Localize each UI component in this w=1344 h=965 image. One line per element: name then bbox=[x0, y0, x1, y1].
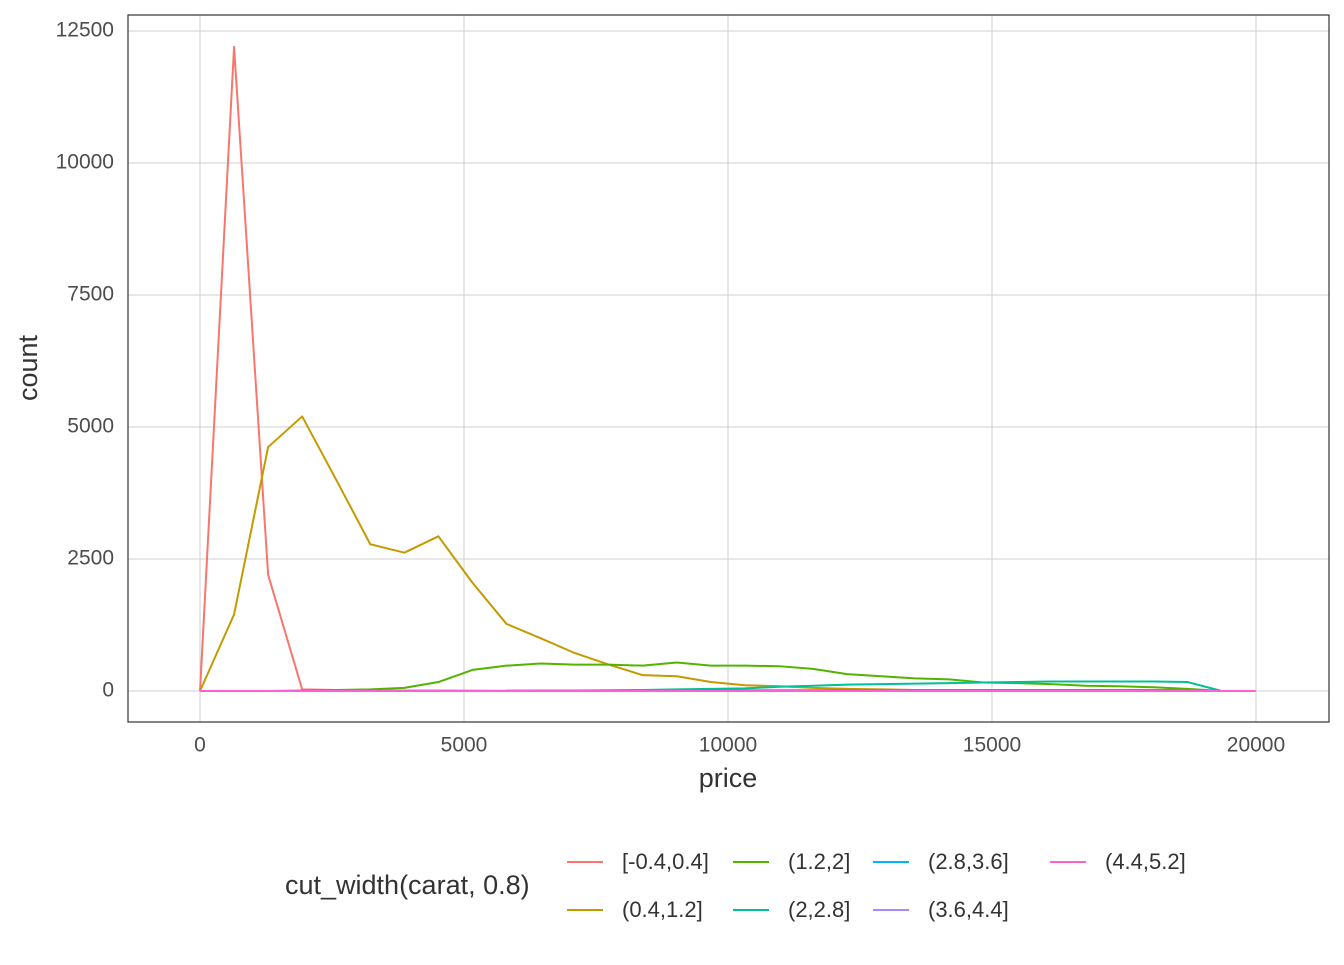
x-tick-label: 10000 bbox=[699, 734, 757, 757]
x-axis-title: price bbox=[699, 763, 758, 793]
y-tick-label: 0 bbox=[102, 679, 114, 702]
legend-label: (1.2,2] bbox=[788, 849, 850, 874]
legend-label: (4.4,5.2] bbox=[1105, 849, 1186, 874]
x-tick-label: 15000 bbox=[963, 734, 1021, 757]
legend-label: (2.8,3.6] bbox=[928, 849, 1009, 874]
x-tick-label: 20000 bbox=[1227, 734, 1285, 757]
y-axis-title: count bbox=[13, 334, 43, 401]
legend-label: [-0.4,0.4] bbox=[622, 849, 709, 874]
legend-label: (3.6,4.4] bbox=[928, 897, 1009, 922]
legend-label: (2,2.8] bbox=[788, 897, 850, 922]
x-tick-label: 5000 bbox=[441, 734, 488, 757]
y-tick-label: 2500 bbox=[67, 547, 114, 570]
y-tick-label: 5000 bbox=[67, 415, 114, 438]
x-tick-label: 0 bbox=[194, 734, 206, 757]
legend-label: (0.4,1.2] bbox=[622, 897, 703, 922]
y-tick-label: 12500 bbox=[56, 19, 114, 42]
legend-title: cut_width(carat, 0.8) bbox=[285, 870, 530, 900]
y-tick-label: 10000 bbox=[56, 151, 114, 174]
y-tick-label: 7500 bbox=[67, 283, 114, 306]
